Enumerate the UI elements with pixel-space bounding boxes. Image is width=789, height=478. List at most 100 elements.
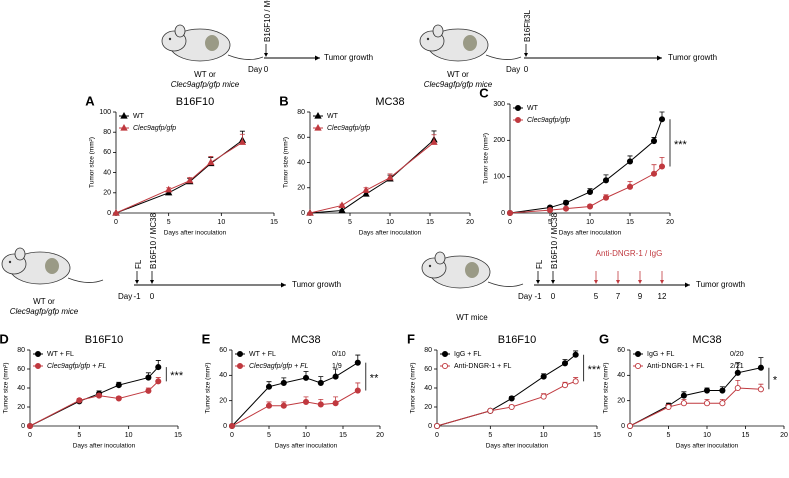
data-point <box>317 401 324 408</box>
timeline-arrow <box>657 55 662 61</box>
series-line <box>115 139 243 214</box>
y-tick-label: 80 <box>424 347 432 354</box>
data-point <box>332 400 339 407</box>
data-point <box>561 382 569 389</box>
y-tick-label: 60 <box>297 134 305 141</box>
series-line <box>629 387 761 427</box>
data-point <box>302 398 310 405</box>
mouse-label: Clec9agfp/gfp mice <box>10 307 79 316</box>
y-tick-label: 80 <box>17 347 25 354</box>
panel-letter: C <box>479 85 489 100</box>
injection-arrowhead <box>524 53 528 57</box>
x-tick-label: 5 <box>548 219 552 226</box>
x-tick-label: 20 <box>376 432 384 439</box>
data-point <box>302 374 310 381</box>
y-tick-label: 60 <box>424 366 432 373</box>
data-point <box>155 378 162 385</box>
mouse-ear <box>432 24 444 38</box>
day-label: Day <box>518 292 532 301</box>
y-tick-label: 40 <box>617 372 625 379</box>
x-axis-label: Days after inoculation <box>486 443 549 450</box>
data-point <box>658 163 666 170</box>
legend-label: Clec9agfp/gfp <box>133 125 176 132</box>
y-tick-label: 100 <box>99 109 111 116</box>
x-tick-label: 10 <box>703 432 711 439</box>
x-tick-label: 10 <box>217 219 225 226</box>
y-tick-label: 20 <box>297 185 305 192</box>
y-tick-label: 200 <box>493 137 505 144</box>
x-tick-label: 0 <box>28 432 32 439</box>
x-tick-label: 10 <box>302 432 310 439</box>
x-tick-label: 10 <box>386 219 394 226</box>
x-tick-label: 15 <box>270 219 278 226</box>
mouse-tail <box>485 54 522 60</box>
injection-arrowhead <box>551 280 555 284</box>
legend-marker <box>314 123 322 131</box>
data-point <box>508 395 515 402</box>
mouse-label: WT or <box>33 297 55 306</box>
data-point <box>719 387 726 394</box>
day-number: 0 <box>150 292 155 301</box>
x-tick-label: 20 <box>780 432 788 439</box>
data-point <box>280 402 287 409</box>
data-point <box>602 177 610 184</box>
x-tick-label: 0 <box>628 432 632 439</box>
data-point <box>719 400 726 407</box>
x-tick-label: 0 <box>435 432 439 439</box>
significance-label: *** <box>588 364 602 376</box>
data-point <box>734 384 741 392</box>
legend-marker <box>441 350 449 358</box>
data-point <box>757 386 764 393</box>
x-tick-label: 15 <box>339 432 347 439</box>
data-point <box>332 373 339 380</box>
chart-title: B16F10 <box>498 334 537 346</box>
data-point <box>650 170 658 177</box>
data-point <box>265 402 273 409</box>
outcome: Tumor growth <box>292 280 341 289</box>
day-number: 9 <box>638 292 643 301</box>
legend-marker <box>514 104 522 112</box>
injection-arrowhead <box>135 280 139 284</box>
injection-arrowhead <box>536 280 540 284</box>
tumor-spot <box>465 262 479 278</box>
legend-label: Clec9agfp/gfp + FL <box>249 363 308 370</box>
mouse-label: Clec9agfp/gfp mice <box>424 80 493 89</box>
timeline-arrow <box>281 282 286 288</box>
significance-label: *** <box>170 370 184 382</box>
legend-label: Clec9agfp/gfp <box>327 125 370 132</box>
data-point <box>338 206 346 214</box>
legend-incidence: 1/9 <box>332 363 342 370</box>
data-point <box>540 373 547 380</box>
legend-marker <box>120 123 128 131</box>
legend-label: Anti-DNGR-1 + FL <box>647 363 704 370</box>
y-axis-label: Tumor size (mm²) <box>483 133 490 184</box>
y-tick-label: 100 <box>493 174 505 181</box>
x-axis-label: Days after inoculation <box>676 443 739 450</box>
data-point <box>186 176 194 184</box>
legend-marker <box>34 350 42 358</box>
series-line <box>231 362 359 427</box>
data-point <box>650 138 658 145</box>
chart-title: B16F10 <box>85 334 124 346</box>
data-point <box>115 395 122 402</box>
x-tick-label: 20 <box>666 219 674 226</box>
data-point <box>562 205 570 212</box>
series-line <box>436 380 576 427</box>
outcome: Tumor growth <box>668 53 717 62</box>
panel-letter: A <box>85 93 95 108</box>
day-number: 7 <box>616 292 621 301</box>
y-tick-label: 40 <box>424 385 432 392</box>
data-point <box>430 138 438 145</box>
data-point <box>228 422 236 430</box>
data-point <box>164 185 173 193</box>
day-label: Day <box>118 292 132 301</box>
data-point <box>76 397 83 404</box>
data-point <box>680 392 687 399</box>
mouse-label: WT or <box>447 70 469 79</box>
day-number: 5 <box>594 292 599 301</box>
data-point <box>362 190 370 197</box>
y-tick-label: 0 <box>621 423 625 430</box>
chart-title: MC38 <box>291 334 320 346</box>
